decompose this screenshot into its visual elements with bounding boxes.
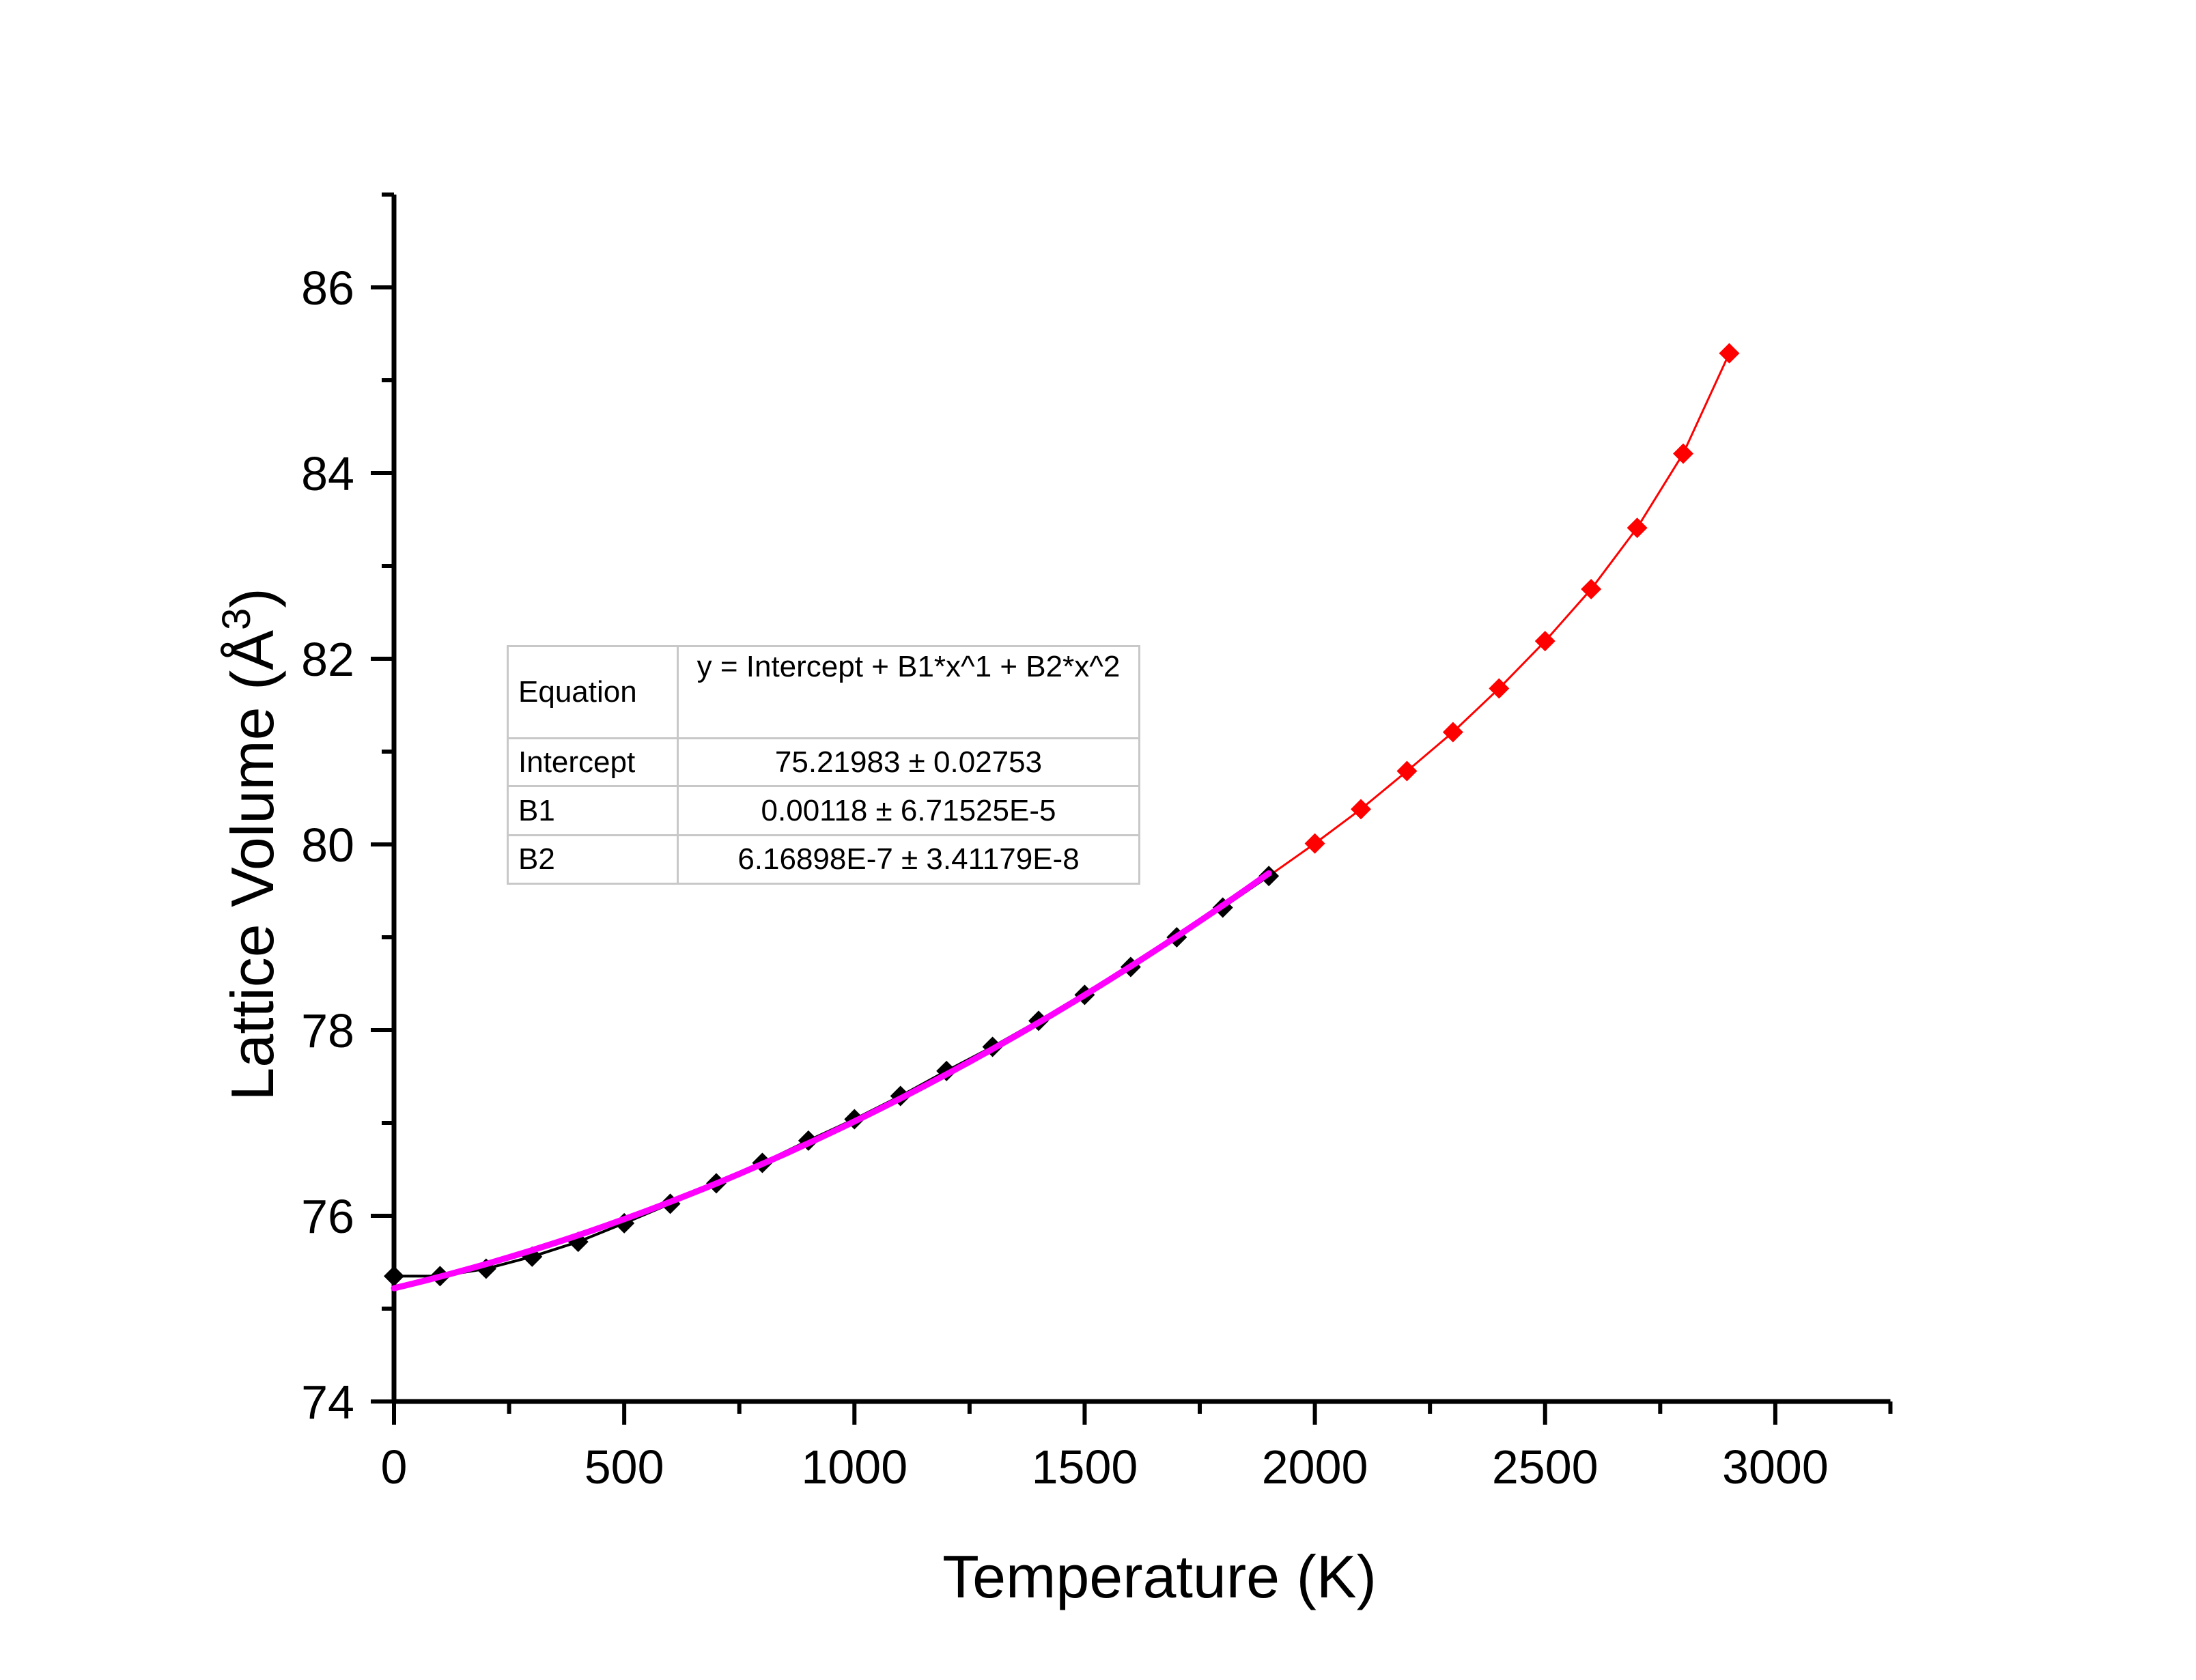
x-axis-title: Temperature (K) [942,1543,1377,1610]
data-point-marker [1719,343,1740,364]
fit-table-label: B1 [507,785,679,836]
fit-table-value: 0.00118 ± 6.71525E-5 [677,785,1140,836]
data-point-marker [1304,833,1325,854]
fit-curve-line [391,870,1272,1292]
fit-table-label: B2 [507,834,679,885]
fit-curve-group [391,870,1272,1292]
data-point-marker [1534,631,1556,652]
y-tick-label: 78 [301,1004,354,1057]
fit-table-value: y = Intercept + B1*x^1 + B2*x^2 [677,645,1140,739]
fit-table-value: 75.21983 ± 0.02753 [677,737,1140,787]
y-tick-label: 74 [301,1376,354,1429]
data-point-marker [1627,517,1648,539]
x-tick-label: 3000 [1722,1440,1829,1494]
y-tick-label: 82 [301,633,354,686]
x-tick-label: 1000 [801,1440,907,1494]
y-tick-label: 80 [301,818,354,872]
x-tick-label: 2000 [1262,1440,1368,1494]
y-axis-ticks: 74 76 78 80 82 84 86 [301,193,394,1429]
series-line-0 [394,874,1270,1278]
y-tick-label: 84 [301,447,354,500]
data-point-marker [1673,443,1694,464]
y-tick-label: 76 [301,1190,354,1243]
fit-table-row-b1: B1 0.00118 ± 6.71525E-5 [507,785,1140,836]
data-point-marker [1581,579,1602,599]
data-point-marker [1442,722,1463,743]
data-point-marker [1351,799,1372,820]
x-tick-label: 500 [585,1440,664,1494]
data-point-marker [1489,678,1510,699]
axes [391,195,1891,1404]
x-axis-ticks: 0 500 1000 1500 2000 2500 3000 [381,1401,1893,1494]
fit-table-label: Intercept [507,737,679,787]
data-point-marker [384,1266,404,1287]
fit-table-value: 6.16898E-7 ± 3.41179E-8 [677,834,1140,885]
x-tick-label: 0 [381,1440,408,1494]
y-axis-title-superscript: 3 [214,608,259,630]
x-tick-label: 1500 [1032,1440,1138,1494]
data-point-marker [1396,760,1418,782]
fit-table-row-b2: B2 6.16898E-7 ± 3.41179E-8 [507,834,1140,885]
fit-table-row-equation: Equation y = Intercept + B1*x^1 + B2*x^2 [507,645,1140,739]
y-axis-title: Lattice Volume (Å3) [214,588,286,1100]
y-axis-title-main: Lattice Volume (Å [219,630,286,1101]
y-tick-label: 86 [301,261,354,315]
y-axis-title-close: ) [219,588,286,608]
fit-table-row-intercept: Intercept 75.21983 ± 0.02753 [507,737,1140,787]
series-line-1 [1268,352,1730,877]
x-tick-label: 2500 [1492,1440,1599,1494]
fit-parameters-table: Equation y = Intercept + B1*x^1 + B2*x^2… [507,645,1140,885]
fit-table-label: Equation [507,645,679,739]
